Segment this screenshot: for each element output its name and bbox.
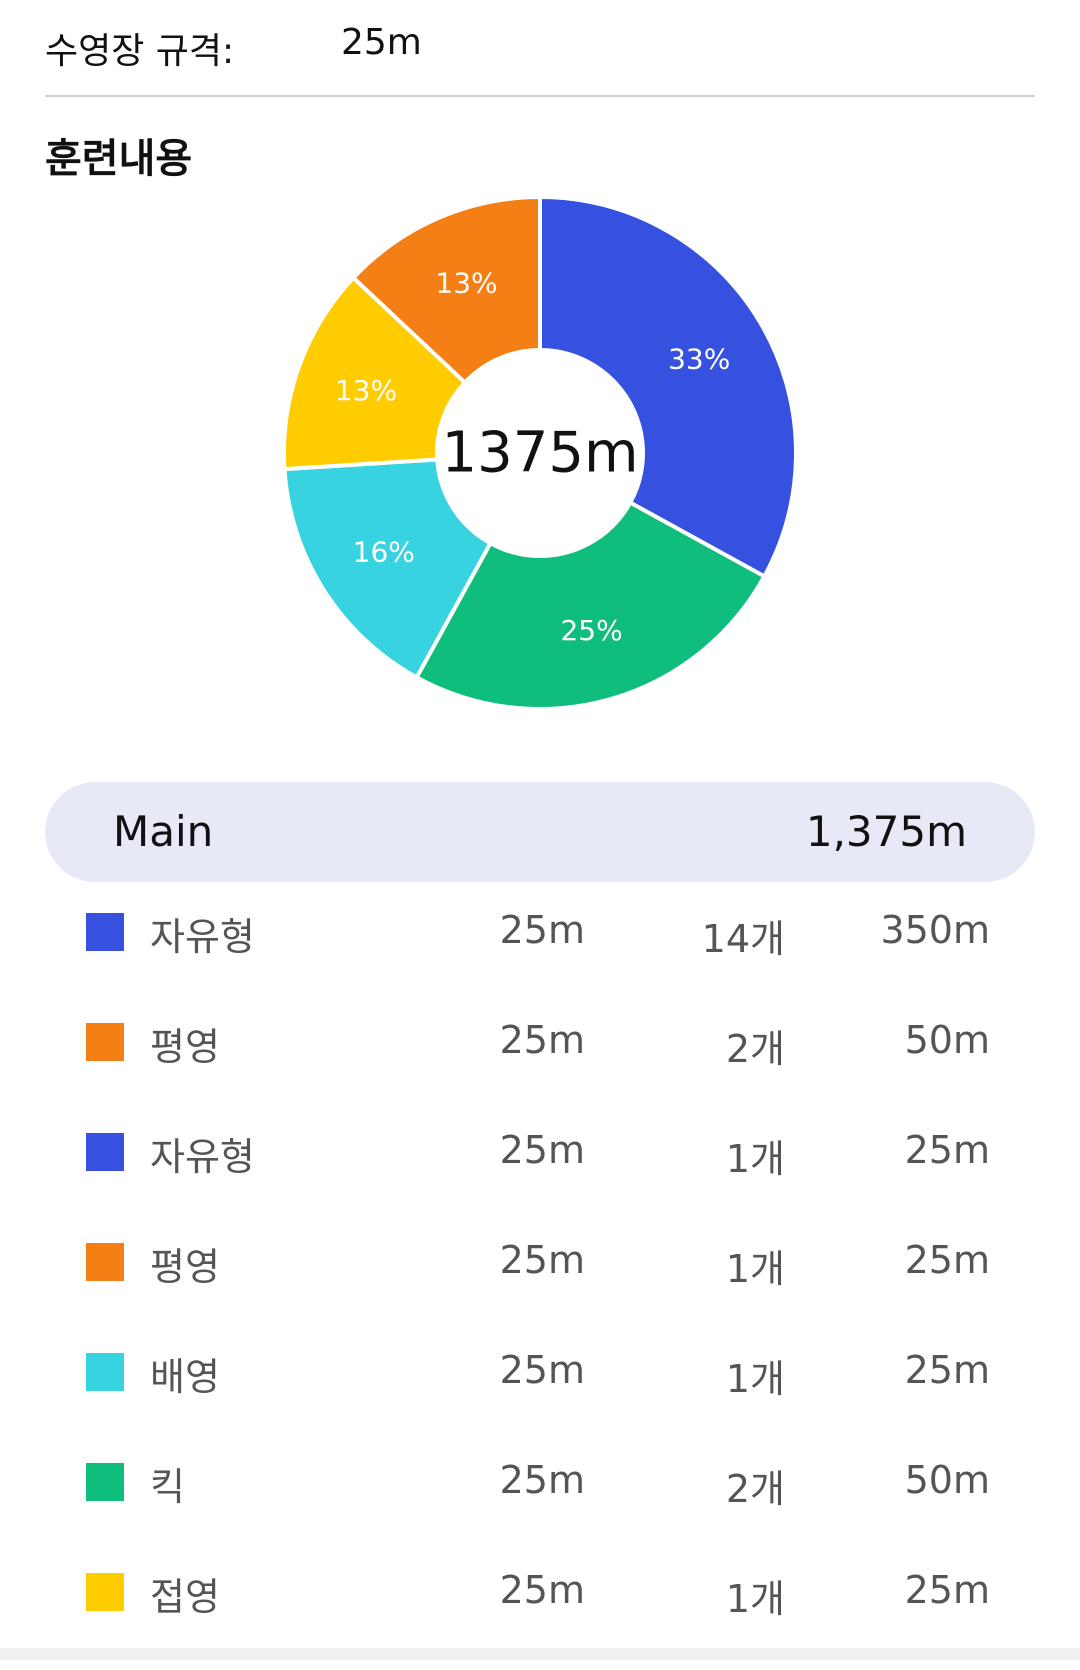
list-item[interactable]: 접영 25m 1개 25m [0, 1560, 1080, 1670]
lap-length: 25m [499, 1348, 585, 1392]
color-swatch [86, 1243, 124, 1281]
color-swatch [86, 1353, 124, 1391]
lap-count: 1개 [725, 1247, 785, 1291]
stroke-name: 평영 [150, 1025, 220, 1069]
stroke-name: 자유형 [150, 915, 255, 959]
total-distance: 25m [904, 1348, 990, 1392]
lap-length: 25m [499, 1128, 585, 1172]
color-swatch [86, 1463, 124, 1501]
total-distance: 50m [904, 1458, 990, 1502]
lap-count: 1개 [725, 1137, 785, 1181]
list-item[interactable]: 평영 25m 1개 25m [0, 1230, 1080, 1340]
list-item[interactable]: 자유형 25m 14개 350m [0, 900, 1080, 1010]
stroke-name: 자유형 [150, 1135, 255, 1179]
main-label: Main [113, 807, 214, 856]
slice-label: 33% [668, 342, 730, 375]
lap-count: 2개 [725, 1467, 785, 1511]
slice-label: 16% [353, 536, 415, 569]
color-swatch [86, 913, 124, 951]
pie-slice [413, 450, 768, 711]
lap-length: 25m [499, 1238, 585, 1282]
pool-size-label: 수영장 규격: [45, 31, 235, 72]
lap-count: 1개 [725, 1357, 785, 1401]
total-distance: 25m [904, 1238, 990, 1282]
slice-label: 25% [560, 614, 622, 647]
lap-length: 25m [499, 1458, 585, 1502]
lap-length: 25m [499, 1568, 585, 1612]
donut-hole [435, 348, 645, 558]
total-distance: 25m [904, 1128, 990, 1172]
bottom-strip [0, 1648, 1080, 1660]
divider [45, 95, 1035, 97]
list-item[interactable]: 배영 25m 1개 25m [0, 1340, 1080, 1450]
stroke-name: 평영 [150, 1245, 220, 1289]
lap-count: 2개 [725, 1027, 785, 1071]
lap-count: 1개 [725, 1577, 785, 1621]
list-item[interactable]: 킥 25m 2개 50m [0, 1450, 1080, 1560]
workout-list: 자유형 25m 14개 350m 평영 25m 2개 50m 자유형 25m 1… [0, 900, 1080, 1670]
color-swatch [86, 1023, 124, 1061]
total-distance: 350m [880, 908, 990, 952]
color-swatch [86, 1573, 124, 1611]
total-distance: 50m [904, 1018, 990, 1062]
stroke-name: 배영 [150, 1355, 220, 1399]
color-swatch [86, 1133, 124, 1171]
donut-chart-svg: 33% 25% 16% 13% 13% 1375m [282, 194, 798, 711]
list-item[interactable]: 자유형 25m 1개 25m [0, 1120, 1080, 1230]
section-title: 훈련내용 [45, 136, 193, 182]
chart-center-total: 1375m [441, 421, 638, 486]
lap-count: 14개 [701, 917, 785, 961]
lap-length: 25m [499, 1018, 585, 1062]
pool-size-value: 25m [341, 22, 422, 63]
lap-length: 25m [499, 908, 585, 952]
list-item[interactable]: 평영 25m 2개 50m [0, 1010, 1080, 1120]
main-summary-bar: Main 1,375m [45, 782, 1035, 882]
donut-chart: 33% 25% 16% 13% 13% 1375m [265, 178, 815, 728]
stroke-name: 접영 [150, 1575, 220, 1619]
slice-label: 13% [435, 267, 497, 300]
total-distance: 25m [904, 1568, 990, 1612]
stroke-name: 킥 [150, 1465, 185, 1509]
slice-label: 13% [335, 374, 397, 407]
pool-size-row: 수영장 규격: 25m [45, 22, 1035, 74]
main-total: 1,375m [805, 807, 967, 856]
